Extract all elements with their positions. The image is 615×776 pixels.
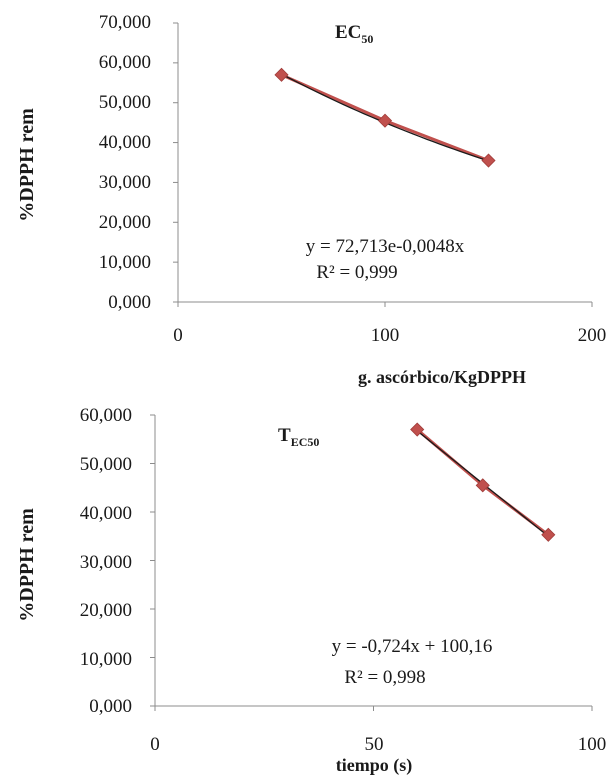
chart2-plot-area <box>150 414 593 711</box>
chart2-y-tick-label: 10,000 <box>80 649 132 670</box>
data-point-marker <box>541 527 556 542</box>
data-point-marker <box>410 422 425 437</box>
chart2-title: TEC50 <box>278 425 319 449</box>
chart-tec50: 60,000 50,000 40,000 30,000 20,000 10,00… <box>16 405 606 776</box>
chart1-y-tick-label: 20,000 <box>99 212 151 233</box>
chart2-y-tick-label: 50,000 <box>80 454 132 475</box>
data-point-marker <box>377 113 393 128</box>
chart1-y-axis-labels: 70,000 60,000 50,000 40,000 30,000 20,00… <box>99 12 151 313</box>
chart2-x-axis-labels: 0 50 100 <box>150 734 606 755</box>
chart2-x-axis-title: tiempo (s) <box>336 755 412 776</box>
chart2-x-tick-label: 100 <box>578 734 607 755</box>
chart2-r-squared: R² = 0,998 <box>344 667 425 688</box>
chart1-y-tick-label: 40,000 <box>99 132 151 153</box>
chart1-y-tick-label: 30,000 <box>99 172 151 193</box>
chart1-x-tick-label: 100 <box>371 325 400 346</box>
chart2-x-tick-label: 50 <box>365 734 384 755</box>
chart2-y-tick-label: 20,000 <box>80 600 132 621</box>
chart1-y-tick-label: 0,000 <box>108 292 151 313</box>
data-point-marker <box>274 67 289 82</box>
chart2-title-subscript: EC50 <box>291 435 320 449</box>
chart2-trendline-equation: y = -0,724x + 100,16 <box>332 636 493 657</box>
chart2-y-tick-label: 60,000 <box>80 405 132 426</box>
chart1-y-tick-label: 60,000 <box>99 52 151 73</box>
chart2-y-axis-labels: 60,000 50,000 40,000 30,000 20,000 10,00… <box>80 405 132 717</box>
chart2-y-tick-label: 0,000 <box>89 696 132 717</box>
chart2-y-axis-title: %DPPH rem <box>16 508 38 622</box>
chart1-title-main: EC <box>335 22 361 43</box>
chart2-x-tick-label: 0 <box>150 734 160 755</box>
chart-ec50: 70,000 60,000 50,000 40,000 30,000 20,00… <box>16 12 606 387</box>
chart1-x-axis-title: g. ascórbico/KgDPPH <box>358 367 526 387</box>
chart1-y-tick-label: 70,000 <box>99 12 151 33</box>
chart1-r-squared: R² = 0,999 <box>316 262 397 283</box>
data-point-marker <box>481 153 496 168</box>
chart1-x-tick-label: 200 <box>578 325 607 346</box>
chart2-y-tick-label: 40,000 <box>80 503 132 524</box>
chart1-y-axis-title: %DPPH rem <box>16 108 38 222</box>
chart1-title-subscript: 50 <box>361 32 373 46</box>
chart1-y-tick-label: 50,000 <box>99 92 151 113</box>
chart2-title-main: T <box>278 425 291 446</box>
chart1-plot-area <box>173 22 593 307</box>
data-point-marker <box>475 478 490 493</box>
chart1-x-tick-label: 0 <box>173 325 183 346</box>
chart2-y-tick-label: 30,000 <box>80 552 132 573</box>
chart1-y-tick-label: 10,000 <box>99 252 151 273</box>
chart1-title: EC50 <box>335 22 373 46</box>
chart1-x-axis-labels: 0 100 200 <box>173 325 606 346</box>
chart1-trendline-equation: y = 72,713e-0,0048x <box>306 236 465 257</box>
